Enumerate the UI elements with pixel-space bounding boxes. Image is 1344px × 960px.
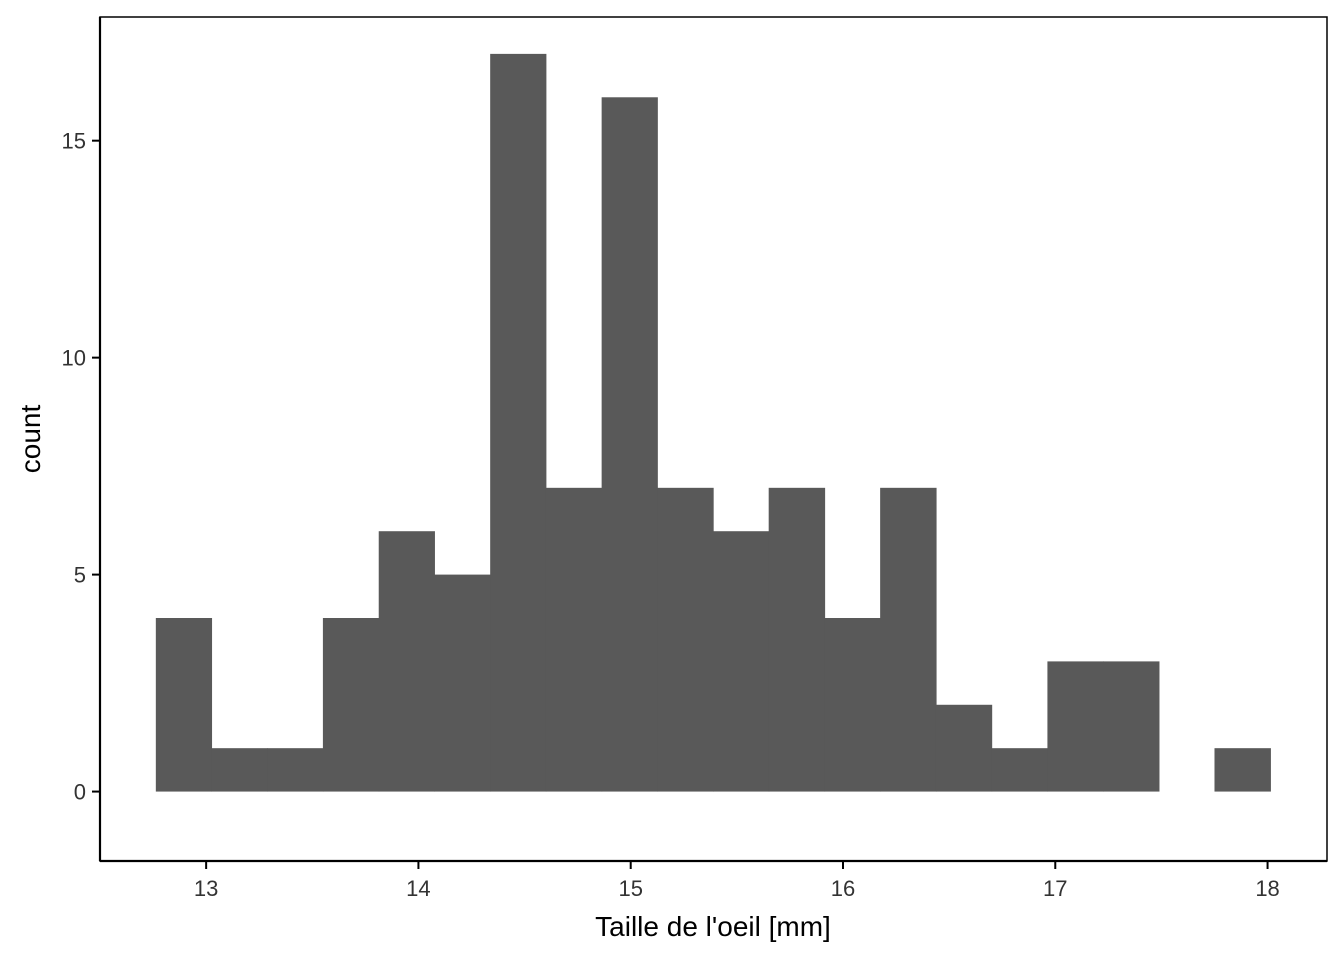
x-tick-label-14: 14 xyxy=(406,876,430,901)
y-tick-label-5: 5 xyxy=(74,563,86,588)
histogram-bar-3 xyxy=(322,618,380,792)
y-tick-label-15: 15 xyxy=(62,129,86,154)
histogram-bar-7 xyxy=(545,487,603,792)
y-ticks-group: 0 5 10 15 xyxy=(62,129,100,805)
x-axis-label: Taille de l'oeil [mm] xyxy=(595,911,831,942)
histogram-bar-9 xyxy=(657,487,714,792)
histogram-bar-8 xyxy=(601,97,658,792)
bars-group xyxy=(155,53,1271,792)
histogram-bar-6 xyxy=(490,53,547,792)
x-ticks-group: 13 14 15 16 17 18 xyxy=(194,861,1280,901)
y-tick-label-0: 0 xyxy=(74,780,86,805)
histogram-bar-15 xyxy=(991,748,1049,792)
histogram-bar-16 xyxy=(1047,661,1104,792)
x-tick-label-18: 18 xyxy=(1255,876,1279,901)
histogram-bar-13 xyxy=(880,487,937,792)
x-tick-label-13: 13 xyxy=(194,876,218,901)
histogram-bar-19 xyxy=(1214,748,1271,792)
histogram-bar-2 xyxy=(267,748,324,792)
histogram-bar-0 xyxy=(155,618,213,792)
histogram-bar-14 xyxy=(935,704,993,792)
histogram-bar-10 xyxy=(713,531,770,792)
histogram-bar-17 xyxy=(1103,661,1160,792)
histogram-bar-12 xyxy=(824,618,881,792)
x-tick-label-17: 17 xyxy=(1043,876,1067,901)
x-tick-label-15: 15 xyxy=(618,876,642,901)
x-tick-label-16: 16 xyxy=(831,876,855,901)
y-tick-label-10: 10 xyxy=(62,346,86,371)
histogram-bar-5 xyxy=(434,574,491,792)
histogram-bar-4 xyxy=(378,531,435,792)
histogram-bar-11 xyxy=(768,487,826,792)
histogram-bar-1 xyxy=(211,748,268,792)
y-axis-label: count xyxy=(15,405,46,474)
